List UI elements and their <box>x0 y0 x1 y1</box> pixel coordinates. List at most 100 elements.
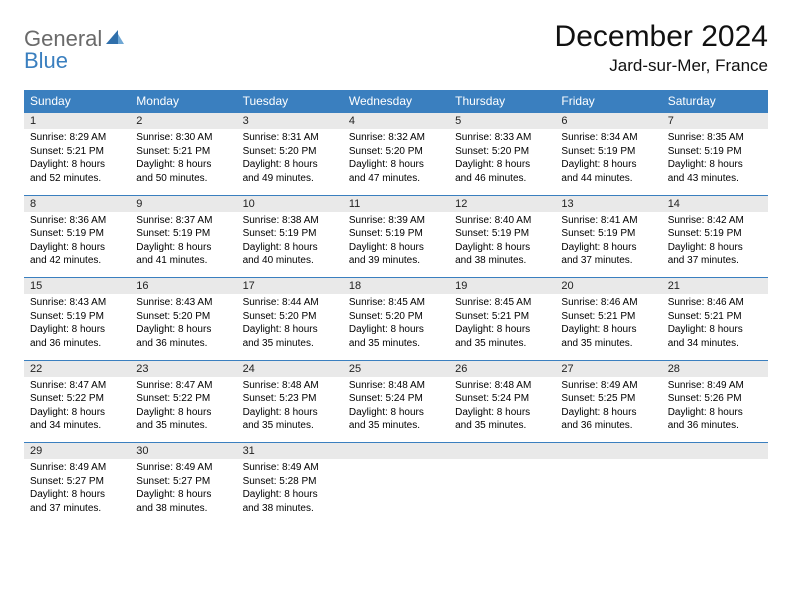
day-number: 1 <box>24 113 130 130</box>
sunrise-text: Sunrise: 8:47 AM <box>136 379 230 393</box>
day-number: 29 <box>24 443 130 460</box>
detail-row: Sunrise: 8:29 AMSunset: 5:21 PMDaylight:… <box>24 129 768 195</box>
day-number: 26 <box>449 360 555 377</box>
sunset-text: Sunset: 5:20 PM <box>243 145 337 159</box>
day-number: 15 <box>24 278 130 295</box>
daylight-text: Daylight: 8 hours <box>668 241 762 255</box>
sunset-text: Sunset: 5:19 PM <box>455 227 549 241</box>
day-number <box>449 443 555 460</box>
day-cell <box>449 459 555 525</box>
logo-text: General Blue <box>24 28 124 72</box>
day-number: 27 <box>555 360 661 377</box>
sunset-text: Sunset: 5:20 PM <box>455 145 549 159</box>
day-number: 9 <box>130 195 236 212</box>
sunrise-text: Sunrise: 8:48 AM <box>455 379 549 393</box>
daylight-text: and 38 minutes. <box>243 502 337 516</box>
sunset-text: Sunset: 5:25 PM <box>561 392 655 406</box>
day-number: 19 <box>449 278 555 295</box>
daylight-text: Daylight: 8 hours <box>30 158 124 172</box>
daylight-text: Daylight: 8 hours <box>136 241 230 255</box>
weekday-header: Friday <box>555 90 661 113</box>
daylight-text: and 37 minutes. <box>30 502 124 516</box>
day-number: 17 <box>237 278 343 295</box>
sunrise-text: Sunrise: 8:45 AM <box>349 296 443 310</box>
sunset-text: Sunset: 5:24 PM <box>349 392 443 406</box>
day-cell: Sunrise: 8:43 AMSunset: 5:20 PMDaylight:… <box>130 294 236 360</box>
page-title: December 2024 <box>555 20 768 54</box>
day-number: 13 <box>555 195 661 212</box>
sunset-text: Sunset: 5:20 PM <box>349 145 443 159</box>
day-number: 11 <box>343 195 449 212</box>
sunrise-text: Sunrise: 8:30 AM <box>136 131 230 145</box>
day-cell: Sunrise: 8:36 AMSunset: 5:19 PMDaylight:… <box>24 212 130 278</box>
sunrise-text: Sunrise: 8:35 AM <box>668 131 762 145</box>
daynum-row: 22232425262728 <box>24 360 768 377</box>
sunrise-text: Sunrise: 8:41 AM <box>561 214 655 228</box>
day-cell: Sunrise: 8:49 AMSunset: 5:25 PMDaylight:… <box>555 377 661 443</box>
logo-blue: Blue <box>24 48 68 73</box>
daylight-text: Daylight: 8 hours <box>243 323 337 337</box>
day-number <box>662 443 768 460</box>
daylight-text: Daylight: 8 hours <box>349 406 443 420</box>
daylight-text: Daylight: 8 hours <box>136 323 230 337</box>
daylight-text: Daylight: 8 hours <box>561 158 655 172</box>
weekday-header: Monday <box>130 90 236 113</box>
daylight-text: Daylight: 8 hours <box>243 406 337 420</box>
daylight-text: and 36 minutes. <box>30 337 124 351</box>
daylight-text: and 42 minutes. <box>30 254 124 268</box>
day-cell: Sunrise: 8:41 AMSunset: 5:19 PMDaylight:… <box>555 212 661 278</box>
sunset-text: Sunset: 5:22 PM <box>136 392 230 406</box>
day-cell: Sunrise: 8:34 AMSunset: 5:19 PMDaylight:… <box>555 129 661 195</box>
day-cell: Sunrise: 8:49 AMSunset: 5:27 PMDaylight:… <box>24 459 130 525</box>
day-number: 22 <box>24 360 130 377</box>
daylight-text: Daylight: 8 hours <box>136 406 230 420</box>
day-number <box>343 443 449 460</box>
daylight-text: Daylight: 8 hours <box>30 241 124 255</box>
sunrise-text: Sunrise: 8:38 AM <box>243 214 337 228</box>
sunset-text: Sunset: 5:19 PM <box>668 145 762 159</box>
daylight-text: Daylight: 8 hours <box>30 406 124 420</box>
detail-row: Sunrise: 8:36 AMSunset: 5:19 PMDaylight:… <box>24 212 768 278</box>
day-cell: Sunrise: 8:42 AMSunset: 5:19 PMDaylight:… <box>662 212 768 278</box>
day-cell: Sunrise: 8:33 AMSunset: 5:20 PMDaylight:… <box>449 129 555 195</box>
day-cell: Sunrise: 8:40 AMSunset: 5:19 PMDaylight:… <box>449 212 555 278</box>
day-number: 10 <box>237 195 343 212</box>
weekday-header: Thursday <box>449 90 555 113</box>
day-number: 3 <box>237 113 343 130</box>
day-number <box>555 443 661 460</box>
sunset-text: Sunset: 5:19 PM <box>30 227 124 241</box>
sunrise-text: Sunrise: 8:34 AM <box>561 131 655 145</box>
day-number: 5 <box>449 113 555 130</box>
logo-sail-icon <box>104 28 124 50</box>
day-cell <box>662 459 768 525</box>
sunset-text: Sunset: 5:21 PM <box>136 145 230 159</box>
sunset-text: Sunset: 5:20 PM <box>349 310 443 324</box>
daynum-row: 15161718192021 <box>24 278 768 295</box>
daylight-text: and 39 minutes. <box>349 254 443 268</box>
day-number: 25 <box>343 360 449 377</box>
daylight-text: and 38 minutes. <box>455 254 549 268</box>
weekday-header: Saturday <box>662 90 768 113</box>
sunrise-text: Sunrise: 8:48 AM <box>349 379 443 393</box>
daylight-text: and 37 minutes. <box>668 254 762 268</box>
title-block: December 2024 Jard-sur-Mer, France <box>555 20 768 76</box>
day-number: 30 <box>130 443 236 460</box>
daylight-text: and 52 minutes. <box>30 172 124 186</box>
weekday-header-row: Sunday Monday Tuesday Wednesday Thursday… <box>24 90 768 113</box>
daylight-text: Daylight: 8 hours <box>455 323 549 337</box>
daylight-text: and 35 minutes. <box>243 419 337 433</box>
daylight-text: Daylight: 8 hours <box>561 406 655 420</box>
sunrise-text: Sunrise: 8:49 AM <box>561 379 655 393</box>
daylight-text: and 34 minutes. <box>668 337 762 351</box>
daylight-text: Daylight: 8 hours <box>561 241 655 255</box>
daylight-text: Daylight: 8 hours <box>30 488 124 502</box>
daylight-text: and 38 minutes. <box>136 502 230 516</box>
sunrise-text: Sunrise: 8:33 AM <box>455 131 549 145</box>
day-cell: Sunrise: 8:48 AMSunset: 5:24 PMDaylight:… <box>449 377 555 443</box>
daylight-text: and 35 minutes. <box>455 419 549 433</box>
sunrise-text: Sunrise: 8:43 AM <box>30 296 124 310</box>
daylight-text: and 49 minutes. <box>243 172 337 186</box>
sunset-text: Sunset: 5:19 PM <box>561 145 655 159</box>
day-cell: Sunrise: 8:44 AMSunset: 5:20 PMDaylight:… <box>237 294 343 360</box>
day-cell: Sunrise: 8:32 AMSunset: 5:20 PMDaylight:… <box>343 129 449 195</box>
